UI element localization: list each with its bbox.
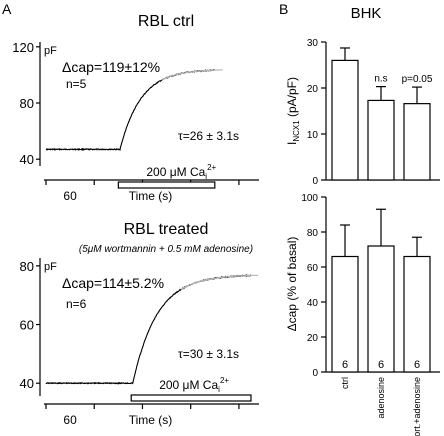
- y-axis-label: pF: [44, 261, 57, 273]
- stimulus-bar: [130, 394, 252, 402]
- y-tick-label: 120: [12, 40, 34, 55]
- x-tick-label: wort.+adenosine: [412, 377, 422, 436]
- chart-title: RBL ctrl: [138, 13, 194, 30]
- capacitance-trace: [45, 274, 252, 385]
- bar-adenosine: [367, 99, 395, 181]
- panel-label-b: B: [279, 1, 288, 17]
- x-tick-label: 60: [63, 189, 77, 203]
- x-axis-label: Time (s): [129, 189, 173, 203]
- chart-dcap-bar: 0 20 40 60 80 100 Δcap (% of basal) 6 ctrl 6 adeno…: [285, 193, 440, 436]
- y-tick-label: 20: [307, 84, 319, 95]
- stimulus-label: 200 μM Cai2+: [159, 376, 229, 394]
- chart-rbl-ctrl: RBL ctrl 40 80 120 pF 60 Time (s) 200 μM Cai2+ Δ…: [12, 13, 259, 203]
- bar-n-label: 6: [342, 359, 348, 371]
- panel-b-title: BHK: [351, 5, 382, 22]
- exponential-fit: [180, 274, 259, 290]
- y-tick-label: 40: [20, 152, 34, 167]
- annotation-n: n=5: [66, 77, 87, 91]
- stimulus-label: 200 μM Cai2+: [146, 163, 216, 181]
- annotation-dcap: Δcap=119±12%: [62, 59, 160, 75]
- panel-label-a: A: [2, 1, 12, 17]
- bar-wort--adenosine: [403, 103, 431, 181]
- bar-n-label: 6: [414, 359, 420, 371]
- exponential-fit: [161, 69, 223, 81]
- bar-adenosine: [367, 245, 395, 373]
- y-tick-label: 30: [307, 38, 319, 49]
- annotation-tau: τ=26 ± 3.1s: [178, 129, 239, 143]
- y-tick-label: 60: [307, 263, 319, 274]
- bar-n-label: 6: [378, 359, 384, 371]
- annotation-n: n=6: [66, 297, 87, 311]
- x-tick-label: 60: [63, 413, 77, 427]
- x-axis-label: Time (s): [129, 413, 173, 427]
- y-tick-label: 0: [312, 368, 318, 379]
- chart-rbl-treated: RBL treated (5μM wortmannin + 0.5 mM aden…: [20, 221, 259, 427]
- chart-subtitle: (5μM wortmannin + 0.5 mM adenosine): [79, 244, 253, 255]
- bar-significance-label: n.s: [374, 74, 387, 85]
- x-tick-label: adenosine: [376, 377, 386, 419]
- y-tick-label: 100: [301, 193, 318, 204]
- y-axis-label: pF: [44, 45, 57, 57]
- y-tick-label: 80: [20, 259, 34, 274]
- chart-incx1-bar: 0 10 20 30 INCX1 (pA/pF) n.s p=0.05: [285, 38, 440, 187]
- annotation-dcap: Δcap=114±5.2%: [62, 275, 164, 291]
- y-tick-label: 60: [20, 318, 34, 333]
- y-axis-label: Δcap (% of basal): [285, 237, 299, 332]
- y-tick-label: 80: [20, 96, 34, 111]
- stimulus-bar: [117, 181, 216, 189]
- bar-significance-label: p=0.05: [402, 74, 433, 85]
- x-tick-label: ctrl: [340, 377, 350, 389]
- y-tick-label: 40: [20, 376, 34, 391]
- bar-ctrl: [331, 255, 359, 373]
- y-tick-label: 20: [307, 333, 319, 344]
- y-tick-label: 80: [307, 228, 319, 239]
- annotation-tau: τ=30 ± 3.1s: [178, 347, 239, 361]
- y-tick-label: 40: [307, 298, 319, 309]
- chart-title: RBL treated: [124, 221, 209, 238]
- y-tick-label: 0: [312, 176, 318, 187]
- y-axis-label: INCX1 (pA/pF): [285, 77, 301, 145]
- bar-ctrl: [331, 59, 359, 181]
- y-tick-label: 10: [307, 130, 319, 141]
- bar-wort--adenosine: [403, 255, 431, 373]
